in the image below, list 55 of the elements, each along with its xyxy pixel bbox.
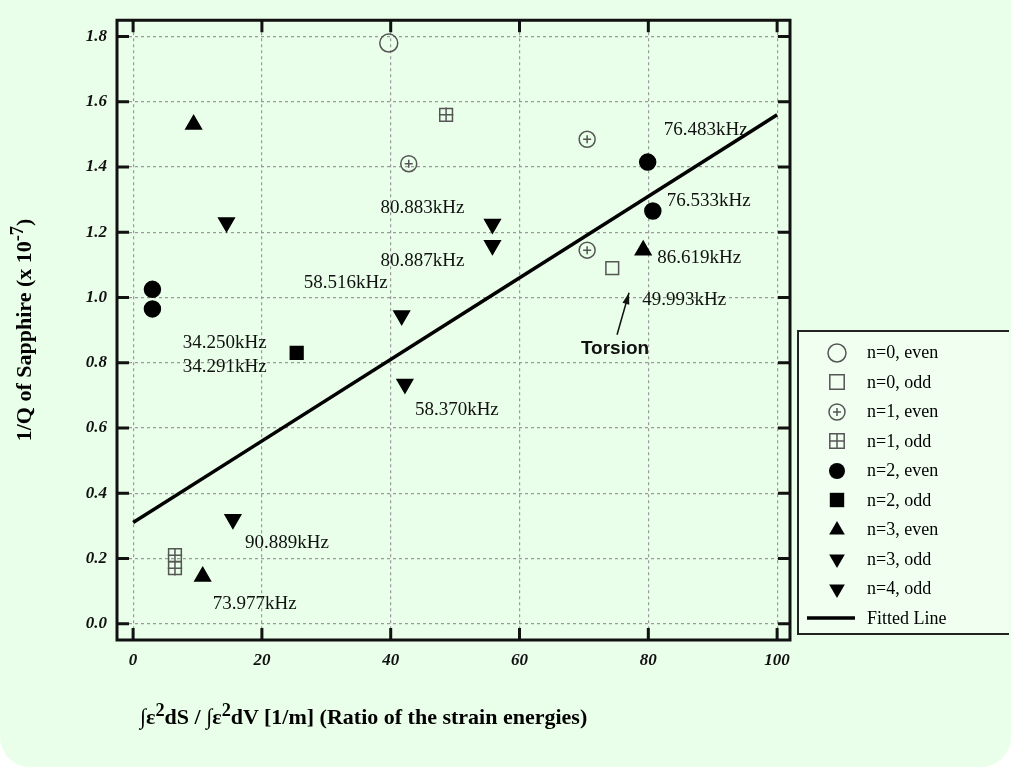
y-tick-label: 1.0: [85, 286, 108, 306]
annotation: 90.889kHz: [244, 531, 329, 553]
point: [396, 378, 414, 394]
point: [167, 547, 183, 564]
y-tick-label: 1.4: [85, 156, 107, 176]
point: [578, 130, 596, 149]
x-tick-label: 40: [381, 649, 400, 669]
point: [143, 300, 162, 318]
y-tick-label: 0.8: [85, 352, 108, 372]
y-tick-label: 1.2: [85, 221, 108, 241]
annotation: 86.619kHz: [657, 246, 742, 268]
x-axis-title: ∫ε$^{2}$dS / ∫ε$^{2}$dV [1/m] (Ratio of the strain energies): [140, 700, 588, 731]
annotation: 76.483kHz: [663, 118, 748, 140]
point: [379, 33, 399, 53]
point: [143, 280, 162, 299]
point: [438, 106, 455, 123]
annotation: 76.533kHz: [666, 189, 751, 211]
legend-label: n=2, even: [867, 460, 939, 482]
y-tick-label: 0.0: [85, 613, 108, 633]
y-tick-label: 1.8: [85, 25, 108, 45]
legend-label: n=2, odd: [867, 489, 932, 511]
annotation: 34.291kHz: [182, 354, 267, 376]
legend-label: n=3, odd: [867, 548, 932, 570]
x-tick-label: 80: [639, 649, 658, 669]
point: [399, 154, 418, 173]
x-tick-label: 20: [252, 649, 271, 669]
x-tick-label: 100: [764, 649, 791, 669]
point: [167, 560, 183, 577]
legend-label: n=4, odd: [867, 578, 932, 600]
annotation: 80.887kHz: [380, 249, 465, 271]
annotation: Torsion: [580, 336, 650, 358]
annotation: 58.516kHz: [303, 271, 388, 293]
legend-label: Fitted Line: [867, 607, 947, 629]
point: [483, 218, 502, 234]
point: [578, 241, 596, 259]
point: [638, 153, 657, 171]
legend-label: n=3, even: [867, 519, 939, 541]
y-tick-label: 1.6: [85, 91, 108, 111]
annotation: 34.250kHz: [182, 330, 267, 352]
annotation: 80.883kHz: [380, 196, 465, 218]
legend-label: n=1, even: [867, 401, 939, 423]
annotation: 73.977kHz: [212, 592, 297, 614]
y-tick-label: 0.2: [85, 547, 108, 567]
annotation: 58.370kHz: [414, 397, 499, 419]
annotation: 49.993kHz: [642, 288, 727, 310]
x-tick-label: 0: [128, 649, 138, 669]
y-tick-label: 0.6: [85, 417, 108, 437]
point: [605, 261, 620, 276]
legend-label: n=0, even: [867, 342, 939, 364]
y-tick-label: 0.4: [85, 482, 107, 502]
legend-label: n=1, odd: [867, 430, 932, 452]
point: [644, 202, 662, 220]
point: [289, 345, 304, 361]
x-tick-label: 60: [511, 649, 529, 669]
legend-label: n=0, odd: [867, 371, 932, 393]
